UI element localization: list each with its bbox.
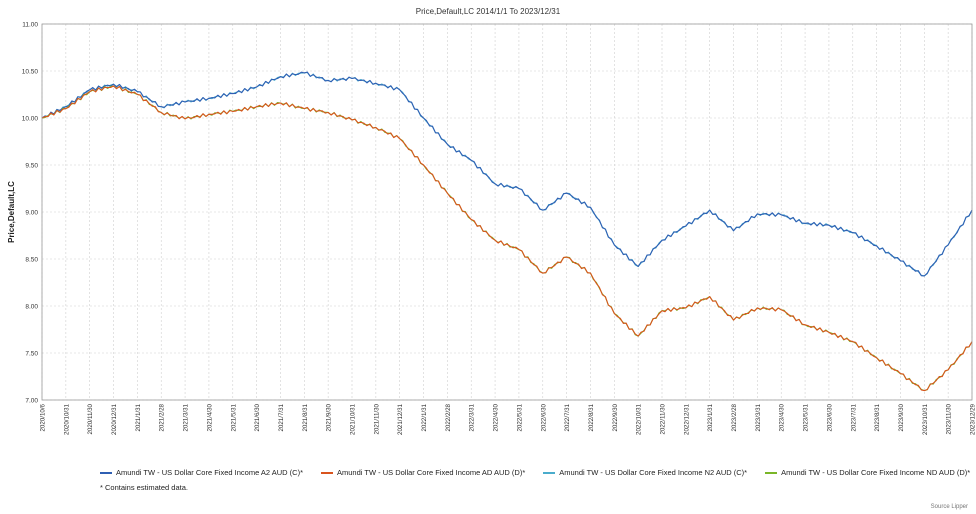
legend-label-a2: Amundi TW - US Dollar Core Fixed Income … (116, 468, 303, 477)
y-tick-label: 10.50 (22, 69, 39, 76)
x-tick-label: 2021/12/31 (397, 403, 404, 435)
x-tick-label: 2023/3/31 (755, 403, 762, 431)
x-tick-label: 2023/2/28 (731, 403, 738, 431)
x-axis: 2020/10/6 2020/10/31 2020/11/30 2020/12/31 2… (40, 403, 976, 435)
x-tick-label: 2023/12/29 (970, 403, 976, 435)
x-tick-label: 2022/2/28 (445, 403, 452, 431)
x-tick-label: 2023/7/31 (850, 403, 857, 431)
y-tick-label: 7.50 (25, 351, 38, 358)
series-line (41, 85, 973, 392)
x-tick-label: 2020/10/31 (63, 403, 70, 435)
x-tick-label: 2021/1/31 (135, 403, 142, 431)
x-tick-label: 2022/12/31 (683, 403, 690, 435)
x-tick-label: 2022/1/31 (421, 403, 428, 431)
x-tick-label: 2022/6/30 (540, 403, 547, 431)
legend-item-n2[interactable]: Amundi TW - US Dollar Core Fixed Income … (543, 468, 747, 477)
x-tick-label: 2021/4/30 (206, 403, 213, 431)
x-tick-label: 2021/11/30 (373, 403, 380, 434)
y-axis-label: Price,Default,LC (7, 181, 16, 243)
x-tick-label: 2020/12/31 (111, 403, 118, 435)
y-tick-label: 9.50 (25, 163, 38, 170)
chart-title: Price,Default,LC 2014/1/1 To 2023/12/31 (415, 7, 561, 16)
plot-frame (41, 23, 973, 401)
x-tick-label: 2021/2/28 (159, 403, 166, 431)
x-tick-label: 2022/3/31 (469, 403, 476, 431)
x-tick-label: 2023/8/31 (874, 403, 881, 431)
legend-swatch-nd (765, 471, 778, 474)
x-tick-label: 2022/7/31 (564, 403, 571, 431)
x-tick-label: 2022/11/30 (660, 403, 667, 434)
x-tick-label: 2023/6/30 (826, 403, 833, 431)
x-tick-label: 2021/3/31 (183, 403, 190, 431)
legend-label-n2: Amundi TW - US Dollar Core Fixed Income … (559, 468, 748, 477)
x-tick-label: 2022/10/31 (636, 403, 643, 435)
y-tick-label: 8.00 (25, 304, 38, 311)
legend-item-nd[interactable]: Amundi TW - US Dollar Core Fixed Income … (765, 468, 970, 477)
legend-label-nd: Amundi TW - US Dollar Core Fixed Income … (781, 468, 971, 477)
x-tick-label: 2021/8/31 (302, 403, 309, 431)
x-tick-label: 2021/5/31 (230, 403, 237, 431)
legend-item-a2[interactable]: Amundi TW - US Dollar Core Fixed Income … (100, 468, 303, 477)
x-tick-label: 2021/6/30 (254, 403, 261, 431)
y-tick-label: 9.00 (25, 210, 38, 217)
x-tick-label: 2023/11/30 (946, 403, 953, 434)
legend-label-ad: Amundi TW - US Dollar Core Fixed Income … (337, 468, 526, 477)
x-tick-label: 2021/9/30 (326, 403, 333, 431)
grid (41, 23, 973, 401)
estimated-data-note: * Contains estimated data. (100, 483, 188, 492)
legend-item-ad[interactable]: Amundi TW - US Dollar Core Fixed Income … (321, 468, 525, 477)
x-tick-label: 2023/1/31 (707, 403, 714, 431)
x-tick-label: 2023/9/30 (898, 403, 905, 431)
legend: Amundi TW - US Dollar Core Fixed Income … (100, 468, 970, 492)
x-tick-label: 2023/4/30 (779, 403, 786, 431)
legend-swatch-a2 (100, 471, 112, 474)
x-tick-label: 2021/10/31 (350, 403, 357, 435)
series-line (41, 71, 973, 277)
series-lines (41, 71, 973, 392)
x-tick-label: 2021/7/31 (278, 403, 285, 431)
x-tick-label: 2023/5/31 (803, 403, 810, 431)
x-tick-label: 2020/11/30 (87, 403, 94, 434)
x-tick-label: 2022/9/30 (612, 403, 619, 431)
y-axis: 11.00 10.50 10.00 9.50 9.00 8.50 8.00 7.50 7.00 (22, 22, 39, 405)
y-tick-label: 10.00 (22, 116, 39, 123)
series-line (41, 71, 973, 277)
x-tick-label: 2023/10/31 (922, 403, 929, 435)
legend-row: Amundi TW - US Dollar Core Fixed Income … (100, 468, 970, 477)
x-tick-label: 2022/5/31 (516, 403, 523, 431)
series-line (41, 85, 973, 392)
y-tick-label: 11.00 (22, 22, 38, 29)
y-tick-label: 8.50 (25, 257, 38, 264)
legend-swatch-n2 (543, 471, 556, 474)
x-tick-label: 2020/10/6 (40, 403, 47, 431)
x-tick-label: 2022/8/31 (588, 403, 595, 431)
source-credit: Source Lipper (930, 504, 968, 510)
y-tick-label: 7.00 (25, 398, 38, 405)
x-tick-label: 2022/4/30 (493, 403, 500, 431)
legend-swatch-ad (321, 471, 333, 474)
